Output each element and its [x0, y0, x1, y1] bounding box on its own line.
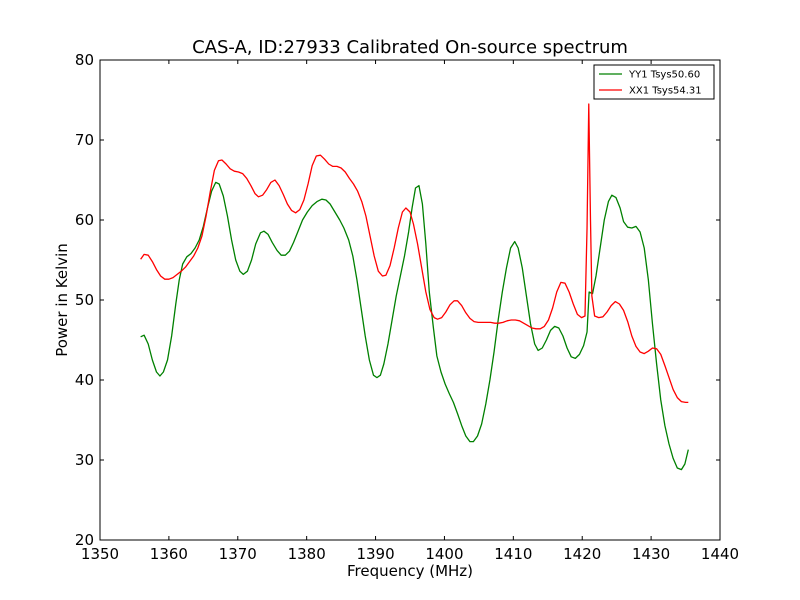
series-line-xx1	[140, 103, 689, 404]
x-axis-ticks: 1350 1360 1370 1380 1390 1400 1410 1420 1430 1440	[81, 60, 739, 563]
chart-title: CAS-A, ID:27933 Calibrated On-source spe…	[192, 37, 628, 58]
y-tick-label: 20	[75, 531, 94, 549]
y-tick-label: 70	[75, 131, 94, 149]
y-tick-label: 30	[75, 451, 94, 469]
plot-background	[100, 60, 720, 540]
y-axis-ticks: 20 30 40 50 60 70 80	[75, 51, 720, 549]
series-line-yy1	[140, 181, 689, 471]
x-tick-label: 1430	[632, 545, 670, 563]
x-tick-label: 1370	[219, 545, 257, 563]
x-tick-label: 1420	[563, 545, 601, 563]
y-tick-label: 60	[75, 211, 94, 229]
x-tick-label: 1440	[701, 545, 739, 563]
legend-label: XX1 Tsys54.31	[629, 86, 702, 97]
x-tick-label: 1380	[288, 545, 326, 563]
legend-box	[593, 64, 715, 100]
y-tick-label: 40	[75, 371, 94, 389]
y-tick-label: 50	[75, 291, 94, 309]
x-tick-label: 1350	[81, 545, 119, 563]
legend: YY1 Tsys50.60 XX1 Tsys54.31	[593, 64, 715, 100]
x-axis-label: Frequency (MHz)	[347, 562, 473, 580]
x-tick-label: 1400	[425, 545, 463, 563]
y-tick-label: 80	[75, 51, 94, 69]
legend-label: YY1 Tsys50.60	[628, 70, 700, 81]
legend-entries: YY1 Tsys50.60 XX1 Tsys54.31	[599, 70, 702, 97]
series-layer	[140, 103, 689, 471]
x-tick-label: 1390	[356, 545, 394, 563]
y-axis-label: Power in Kelvin	[53, 243, 71, 357]
x-tick-label: 1360	[150, 545, 188, 563]
plot-area: 1350 1360 1370 1380 1390 1400 1410 1420 1430 1440…	[75, 51, 739, 563]
x-tick-label: 1410	[494, 545, 532, 563]
